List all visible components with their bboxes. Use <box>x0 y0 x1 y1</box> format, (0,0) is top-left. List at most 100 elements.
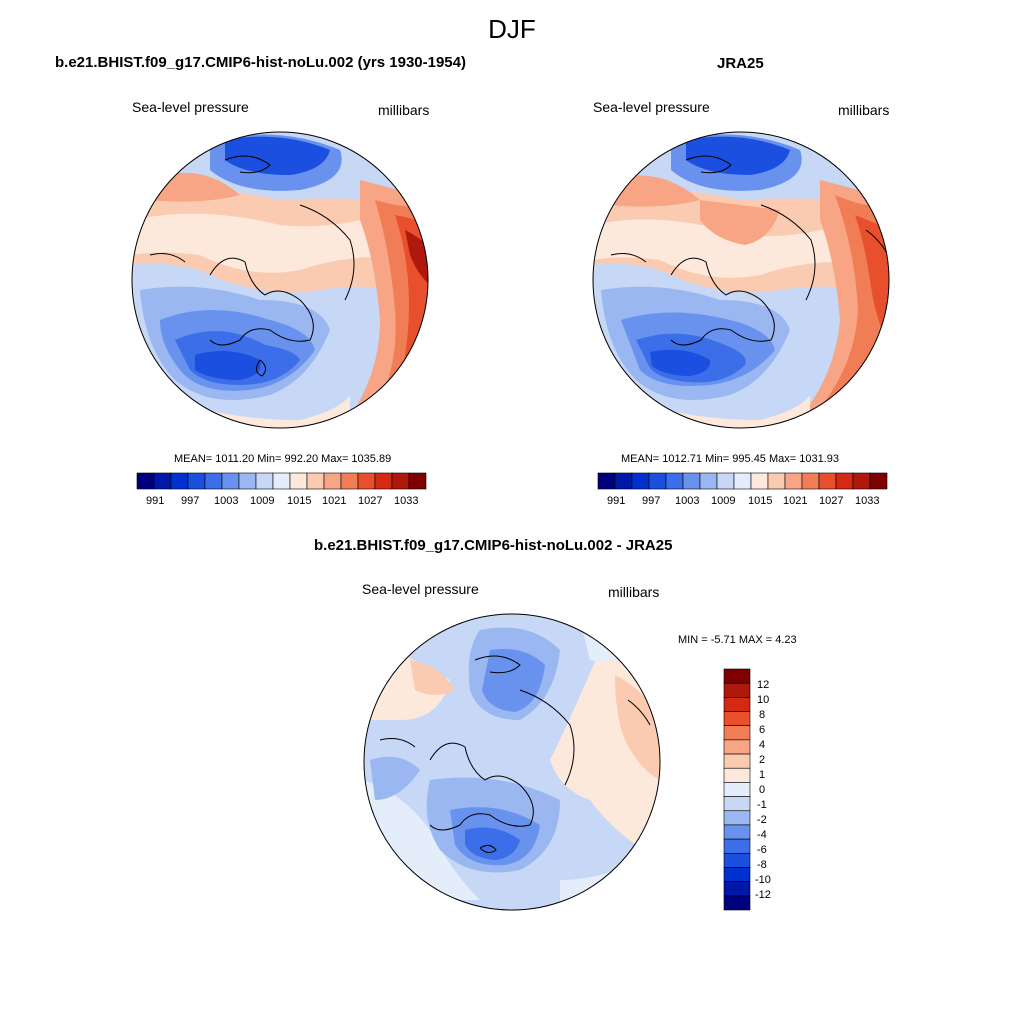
colorbar-swatch <box>723 753 751 769</box>
colorbar-tick-label: -4 <box>757 829 767 841</box>
colorbar-tick-label: 0 <box>759 784 766 796</box>
colorbar-swatch <box>136 472 155 490</box>
colorbar-swatch <box>723 782 751 797</box>
colorbar-swatch <box>682 472 701 490</box>
colorbar-swatch <box>723 682 751 698</box>
colorbar-swatch <box>767 472 786 490</box>
colorbar-swatch <box>723 852 751 868</box>
colorbar-swatch <box>272 472 291 490</box>
colorbar-swatch <box>221 472 240 490</box>
panel3-map <box>364 614 660 910</box>
colorbar-swatch <box>750 472 769 490</box>
colorbar-tick-label: 8 <box>759 709 766 721</box>
colorbar-tick-label: 1009 <box>250 495 275 507</box>
colorbar-swatch <box>323 472 342 490</box>
colorbar-swatch <box>723 739 751 755</box>
colorbar-swatch <box>784 472 803 490</box>
colorbar-swatch <box>255 472 274 490</box>
panel3-variable-label: Sea-level pressure <box>362 581 479 597</box>
panel2-units-label: millibars <box>838 102 890 118</box>
panel3-stats: MIN = -5.71 MAX = 4.23 <box>678 634 797 646</box>
colorbar-swatch <box>723 867 751 882</box>
colorbar-tick-label: 1015 <box>748 495 773 507</box>
colorbar-swatch <box>723 810 751 826</box>
colorbar-swatch <box>723 725 751 741</box>
colorbar-swatch <box>723 796 751 812</box>
panel1-variable-label: Sea-level pressure <box>132 99 249 115</box>
colorbar-tick-label: 991 <box>146 495 165 507</box>
panel1-map <box>132 132 428 428</box>
colorbar-swatch <box>391 472 410 490</box>
colorbar-swatch <box>153 472 172 490</box>
panel3-title: b.e21.BHIST.f09_g17.CMIP6-hist-noLu.002 … <box>314 537 673 554</box>
colorbar-tick-label: 1015 <box>287 495 312 507</box>
colorbar-swatch <box>665 472 684 490</box>
colorbar-swatch <box>648 472 667 490</box>
colorbar-swatch <box>597 472 616 490</box>
colorbar-swatch <box>170 472 189 490</box>
panel2-variable-label: Sea-level pressure <box>593 99 710 115</box>
colorbar-swatch <box>408 472 427 490</box>
panel1-stats: MEAN= 1011.20 Min= 992.20 Max= 1035.89 <box>174 453 392 465</box>
colorbar-swatch <box>614 472 633 490</box>
colorbar-tick-label: -12 <box>755 889 771 901</box>
panel1-units-label: millibars <box>378 102 430 118</box>
panel3-units-label: millibars <box>608 584 660 600</box>
colorbar-tick-label: 1021 <box>783 495 808 507</box>
colorbar-tick-label: -1 <box>757 799 767 811</box>
colorbar-swatch <box>357 472 376 490</box>
colorbar-swatch <box>733 472 752 490</box>
colorbar-tick-label: 1027 <box>819 495 844 507</box>
colorbar-swatch <box>723 668 751 684</box>
colorbar-tick-label: 991 <box>607 495 626 507</box>
colorbar-tick-label: 12 <box>757 679 770 691</box>
colorbar-tick-label: 1003 <box>214 495 239 507</box>
colorbar-tick-label: 1027 <box>358 495 383 507</box>
colorbar-swatch <box>818 472 837 490</box>
colorbar-tick-label: 1 <box>759 769 766 781</box>
panel3-colorbar <box>723 668 751 911</box>
panel2-colorbar <box>597 472 888 490</box>
panel2-title: JRA25 <box>717 55 764 72</box>
colorbar-swatch <box>204 472 223 490</box>
colorbar-swatch <box>835 472 854 490</box>
panel1-title: b.e21.BHIST.f09_g17.CMIP6-hist-noLu.002 … <box>55 54 466 71</box>
panel2-stats: MEAN= 1012.71 Min= 995.45 Max= 1031.93 <box>621 453 840 465</box>
colorbar-tick-label: 997 <box>642 495 661 507</box>
colorbar-swatch <box>716 472 735 490</box>
colorbar-swatch <box>238 472 257 490</box>
colorbar-swatch <box>631 472 650 490</box>
colorbar-swatch <box>187 472 206 490</box>
panel3-map-border <box>363 613 661 911</box>
colorbar-swatch <box>869 472 888 490</box>
figure-title: DJF <box>488 14 536 44</box>
colorbar-swatch <box>801 472 820 490</box>
colorbar-swatch <box>289 472 308 490</box>
colorbar-tick-label: 1033 <box>855 495 880 507</box>
panel2-map-border <box>592 131 890 429</box>
colorbar-swatch <box>852 472 871 490</box>
colorbar-tick-label: 4 <box>759 739 766 751</box>
colorbar-tick-label: 1033 <box>394 495 419 507</box>
panel1-map-border <box>131 131 429 429</box>
colorbar-swatch <box>723 824 751 840</box>
colorbar-swatch <box>723 881 751 897</box>
colorbar-swatch <box>723 711 751 727</box>
colorbar-swatch <box>340 472 359 490</box>
colorbar-swatch <box>306 472 325 490</box>
panel2-map <box>593 132 889 428</box>
colorbar-tick-label: 1021 <box>322 495 347 507</box>
colorbar-tick-label: 10 <box>757 694 770 706</box>
colorbar-swatch <box>723 838 751 854</box>
panel1-colorbar <box>136 472 427 490</box>
colorbar-tick-label: -2 <box>757 814 767 826</box>
colorbar-tick-label: 6 <box>759 724 766 736</box>
colorbar-tick-label: -10 <box>755 874 771 886</box>
colorbar-swatch <box>723 767 751 783</box>
colorbar-tick-label: 2 <box>759 754 766 766</box>
colorbar-tick-label: 1003 <box>675 495 700 507</box>
colorbar-swatch <box>723 697 751 712</box>
colorbar-swatch <box>374 472 393 490</box>
colorbar-tick-label: -6 <box>757 844 767 856</box>
